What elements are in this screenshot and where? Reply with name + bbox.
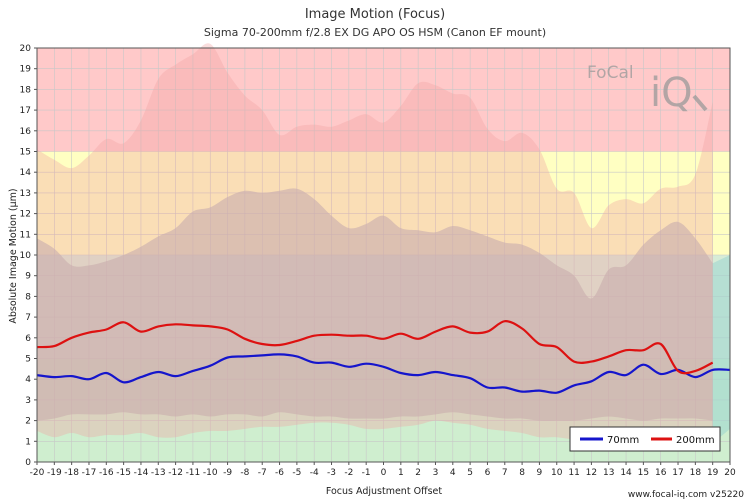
x-tick-label--3: -3 — [327, 468, 336, 478]
x-tick-label-1: 1 — [398, 468, 404, 478]
x-tick-label-20: 20 — [724, 468, 736, 478]
x-tick-label--6: -6 — [275, 468, 284, 478]
chart-title: Image Motion (Focus) — [305, 7, 445, 22]
credit-text: www.focal-iq.com v25220 — [628, 490, 744, 500]
range-band-2 — [712, 255, 730, 444]
chart-subtitle: Sigma 70-200mm f/2.8 EX DG APO OS HSM (C… — [204, 26, 546, 39]
x-tick-label-18: 18 — [690, 468, 702, 478]
legend-label-70mm: 70mm — [607, 435, 639, 446]
y-tick-label-6: 6 — [25, 334, 31, 344]
y-tick-label-3: 3 — [25, 396, 31, 406]
x-axis-label: Focus Adjustment Offset — [326, 486, 443, 497]
x-tick-label-19: 19 — [707, 468, 719, 478]
series-lines — [36, 320, 731, 394]
x-tick-label--16: -16 — [99, 468, 114, 478]
y-tick-label-16: 16 — [20, 127, 32, 137]
x-tick-label-7: 7 — [502, 468, 508, 478]
x-tick-label-5: 5 — [467, 468, 473, 478]
x-tick-label-17: 17 — [672, 468, 683, 478]
x-tick-label--20: -20 — [30, 468, 45, 478]
y-axis-label: Absolute Image Motion (μm) — [8, 188, 19, 323]
y-tick-label-14: 14 — [20, 168, 32, 178]
magnifier-handle-icon — [692, 94, 708, 112]
y-tick-label-20: 20 — [20, 44, 32, 54]
y-tick-label-19: 19 — [20, 65, 32, 75]
y-tick-label-13: 13 — [20, 189, 31, 199]
x-tick-label--12: -12 — [168, 468, 183, 478]
y-tick-label-4: 4 — [25, 375, 31, 385]
y-tick-label-15: 15 — [20, 148, 31, 158]
x-tick-labels: -20 -19 -18 -17 -16 -15 -14 -13 -12 -11 -10 -9 -8 -7-… — [30, 462, 736, 478]
x-tick-label-14: 14 — [620, 468, 632, 478]
x-tick-label-9: 9 — [537, 468, 543, 478]
y-tick-label-18: 18 — [20, 85, 32, 95]
x-tick-label--19: -19 — [47, 468, 62, 478]
logo-wordmark: FoCal — [587, 63, 634, 83]
y-tick-label-17: 17 — [20, 106, 31, 116]
x-tick-label--1: -1 — [362, 468, 371, 478]
logo-iq: iQ — [650, 70, 693, 116]
focal-iq-logo: FoCal iQ — [587, 63, 708, 116]
range-band-1 — [37, 43, 713, 442]
series-line-200mm — [36, 320, 714, 375]
x-tick-label-2: 2 — [415, 468, 421, 478]
x-tick-label-3: 3 — [433, 468, 439, 478]
x-tick-label-16: 16 — [655, 468, 667, 478]
legend: 70mm 200mm — [569, 426, 721, 452]
x-tick-label-4: 4 — [450, 468, 456, 478]
x-tick-label--17: -17 — [82, 468, 97, 478]
x-tick-label-0: 0 — [381, 468, 387, 478]
x-tick-label--13: -13 — [151, 468, 166, 478]
x-tick-label--7: -7 — [258, 468, 267, 478]
x-tick-label--4: -4 — [310, 468, 319, 478]
y-tick-label-10: 10 — [20, 251, 32, 261]
x-tick-label-10: 10 — [551, 468, 563, 478]
range-band-0 — [37, 188, 713, 421]
x-tick-label-11: 11 — [568, 468, 579, 478]
x-tick-label-8: 8 — [519, 468, 525, 478]
y-tick-label-5: 5 — [25, 355, 31, 365]
x-tick-label-6: 6 — [485, 468, 491, 478]
x-tick-label-12: 12 — [586, 468, 597, 478]
y-tick-label-1: 1 — [25, 437, 31, 447]
x-tick-label--18: -18 — [64, 468, 79, 478]
x-tick-label--11: -11 — [186, 468, 201, 478]
y-tick-label-8: 8 — [25, 292, 31, 302]
range-bands — [37, 43, 730, 444]
x-tick-label--8: -8 — [240, 468, 249, 478]
y-tick-label-9: 9 — [25, 272, 31, 282]
x-tick-label--2: -2 — [344, 468, 353, 478]
x-tick-label--15: -15 — [116, 468, 131, 478]
x-tick-label--14: -14 — [134, 468, 149, 478]
x-tick-label-15: 15 — [638, 468, 649, 478]
x-tick-label-13: 13 — [603, 468, 614, 478]
legend-label-200mm: 200mm — [676, 435, 715, 446]
x-tick-label--5: -5 — [292, 468, 301, 478]
y-tick-label-7: 7 — [25, 313, 31, 323]
x-tick-label--10: -10 — [203, 468, 218, 478]
y-tick-label-2: 2 — [25, 417, 31, 427]
y-tick-label-0: 0 — [25, 458, 31, 468]
y-tick-label-12: 12 — [20, 210, 31, 220]
x-tick-label--9: -9 — [223, 468, 232, 478]
series-line-70mm — [36, 353, 731, 394]
y-tick-label-11: 11 — [20, 230, 31, 240]
